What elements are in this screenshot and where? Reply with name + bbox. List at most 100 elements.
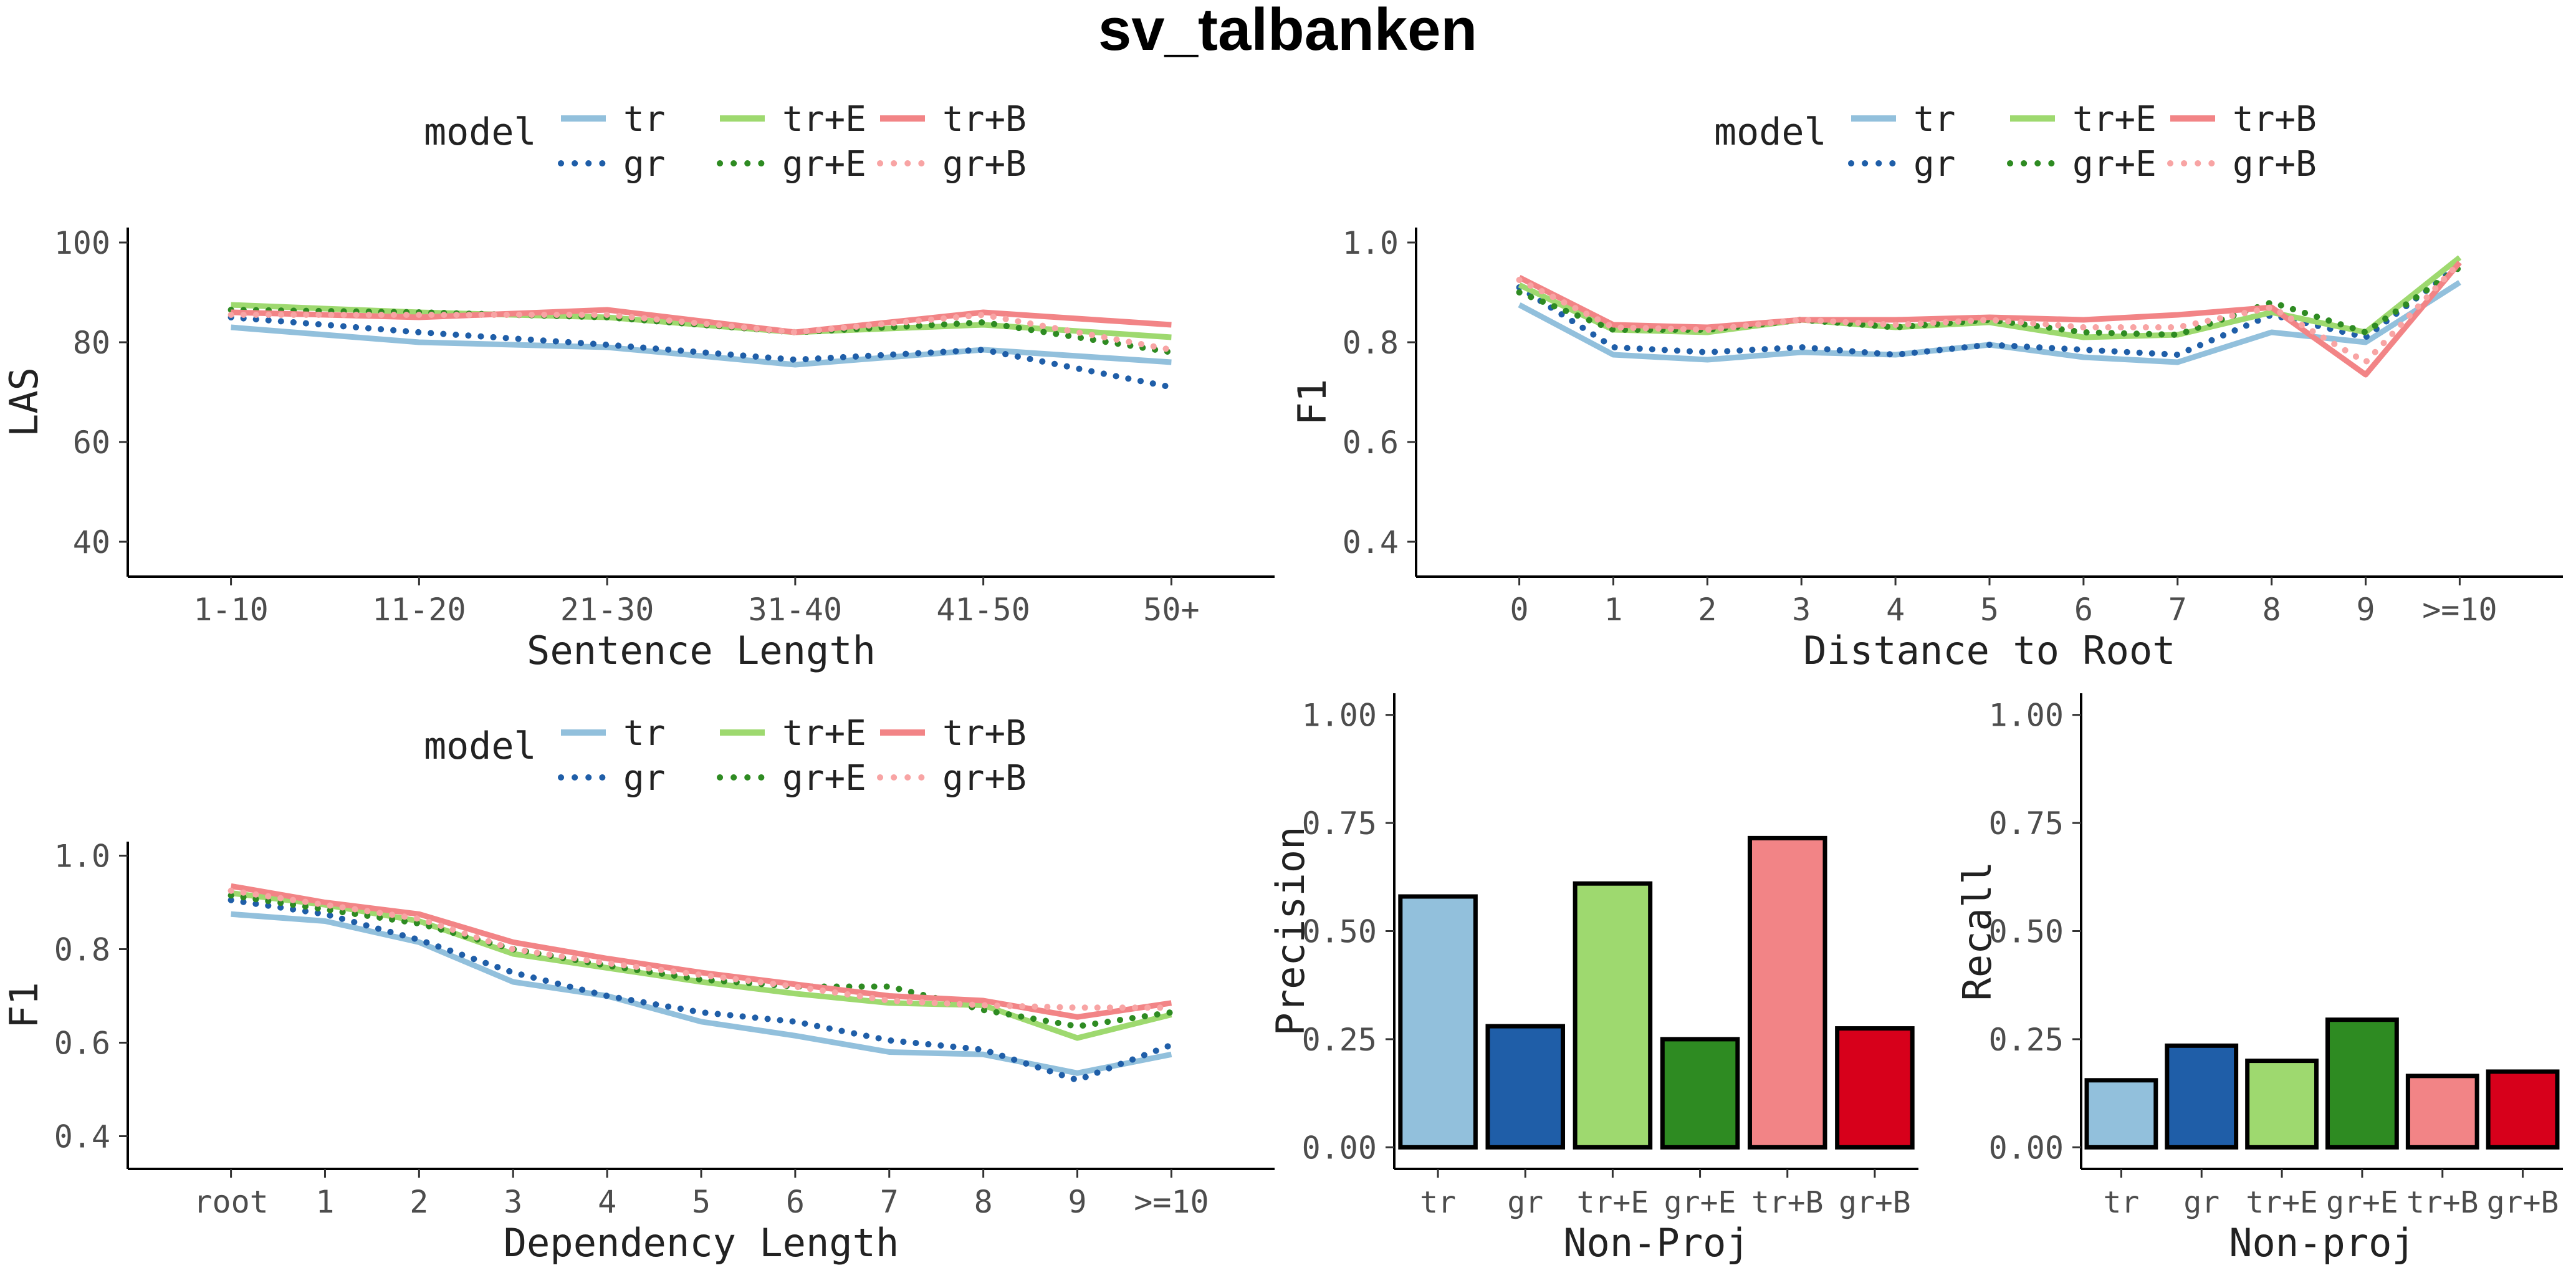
legend-label-gr-b: gr+B [2233, 144, 2317, 185]
x-tick-label: gr+E [2326, 1185, 2398, 1220]
x-tick-label: 8 [974, 1184, 993, 1220]
legend-title: model [1714, 110, 1827, 154]
panel-distance-to-root: model tr tr+E tr+Bgr gr+E gr+B 0.40.60.81.00… [1290, 99, 2563, 673]
legend-label-gr-b: gr+B [942, 758, 1027, 799]
panel-nonproj-precision: 0.00 0.25 0.50 0.75 1.00 tr gr tr+E gr+E tr+B gr+B… [1268, 693, 1918, 1266]
x-tick-label: 11-20 [372, 592, 466, 628]
legend-label-gr-e: gr+E [782, 758, 866, 799]
legend-label-tr-b: tr+B [942, 713, 1027, 754]
x-axis-title: Distance to Root [1803, 628, 2175, 673]
x-tick-label: 9 [2356, 592, 2375, 628]
x-tick-label: gr+B [1839, 1185, 1911, 1220]
x-axis-title: Dependency Length [504, 1220, 899, 1266]
series-line-tr-b [1518, 261, 2462, 378]
legend-label-gr: gr [623, 144, 665, 185]
bar-tr-b [1747, 835, 1827, 1150]
y-tick-label: 0.00 [1302, 1130, 1377, 1166]
bar-gr-b [1835, 1026, 1915, 1150]
bar-gr-e [1660, 1037, 1740, 1150]
bar-chart-precision: 0.00 0.25 0.50 0.75 1.00 tr gr tr+E gr+E tr+B gr+B… [1268, 693, 1918, 1266]
legend-label-tr-b: tr+B [2233, 99, 2317, 140]
panel-nonproj-recall: 0.00 0.25 0.50 0.75 1.00 tr gr tr+E gr+E tr+B gr+B… [1955, 693, 2563, 1266]
x-tick-label: 7 [880, 1184, 899, 1220]
x-tick-label: 50+ [1143, 592, 1199, 628]
x-tick-label: 9 [1068, 1184, 1086, 1220]
legend-label-tr: tr [623, 713, 665, 754]
bar-tr-e [1573, 881, 1653, 1150]
series-line-gr-b [227, 887, 1175, 1011]
x-tick-label: tr+E [1577, 1185, 1649, 1220]
legend-title: model [424, 110, 537, 154]
x-axis-title: Non-proj [2229, 1220, 2415, 1266]
x-tick-label: 1-10 [193, 592, 268, 628]
y-tick-label: 0.4 [54, 1119, 110, 1155]
y-tick-label: 0.75 [1302, 805, 1377, 842]
x-tick-label: 0 [1510, 592, 1529, 628]
legend-distance-to-root: model tr tr+E tr+B gr gr+E gr+B [1714, 99, 2317, 185]
series-line-tr-e [231, 890, 1172, 1041]
x-tick-label: 4 [1886, 592, 1905, 628]
bar-tr-b [2405, 1074, 2479, 1150]
legend-label-tr-e: tr+E [782, 99, 866, 140]
legend-label-tr: tr [1913, 99, 1955, 140]
legend-dependency-length: model tr tr+E tr+B gr gr+E gr+B [424, 713, 1027, 799]
y-tick-label: 100 [54, 225, 110, 261]
series-line-tr [231, 324, 1172, 368]
series-line-tr-b [231, 307, 1172, 335]
series-line-gr-e [227, 892, 1175, 1030]
x-tick-label: 4 [598, 1184, 616, 1220]
y-tick-label: 1.00 [1302, 698, 1377, 734]
bar-gr-e [2325, 1017, 2399, 1150]
x-tick-label: 1 [1604, 592, 1622, 628]
x-tick-label: root [193, 1184, 268, 1220]
legend-label-gr: gr [1913, 144, 1955, 185]
line-chart-sentence-length: 40 60 80 100 1-10 11-20 21-30 31-40 41-50 50+ Sent… [1, 225, 1275, 673]
y-tick-label: 1.00 [1989, 698, 2064, 734]
x-tick-label: 6 [786, 1184, 805, 1220]
y-tick-label: 0.00 [1989, 1130, 2064, 1166]
y-tick-label: 0.50 [1989, 914, 2064, 950]
bar-tr-e [2245, 1059, 2319, 1150]
legend-label-tr: tr [623, 99, 665, 140]
y-tick-label: 0.75 [1989, 805, 2064, 842]
y-tick-label: 0.4 [1343, 524, 1399, 560]
bar-tr [1398, 894, 1478, 1150]
x-tick-label: gr+B [2487, 1185, 2559, 1220]
series-line-tr-b [230, 883, 1172, 1020]
panel-sentence-length: model tr tr+E tr+B gr gr+E gr+B 40 60 80 100 1-10… [1, 99, 1275, 673]
legend-label-gr-e: gr+E [2072, 144, 2157, 185]
panel-dependency-length: model tr tr+E tr+B gr gr+E gr+B 0.4 0.6 0.8 1.0 r… [1, 713, 1275, 1266]
y-tick-label: 1.0 [54, 839, 110, 875]
x-tick-label: 6 [2074, 592, 2093, 628]
legend-label-tr-e: tr+E [782, 713, 866, 754]
legend-sentence-length: model tr tr+E tr+B gr gr+E gr+B [424, 99, 1027, 185]
bar-gr-b [2486, 1069, 2560, 1150]
y-tick-label: 40 [73, 524, 110, 560]
x-tick-label: 21-30 [560, 592, 654, 628]
legend-label-gr: gr [623, 758, 665, 799]
legend-label-tr-e: tr+E [2072, 99, 2157, 140]
x-tick-label: 5 [1980, 592, 1999, 628]
y-axis-title: Precision [1268, 827, 1313, 1036]
bar-tr [2084, 1078, 2158, 1150]
x-tick-label: >=10 [1134, 1184, 1209, 1220]
y-axis-title: F1 [1290, 379, 1335, 426]
x-tick-label: 1 [315, 1184, 334, 1220]
series-line-gr-b [1516, 259, 2463, 365]
x-tick-label: tr [1420, 1185, 1456, 1220]
x-tick-label: 2 [1698, 592, 1717, 628]
x-tick-label: 5 [692, 1184, 711, 1220]
x-axis-title: Sentence Length [527, 628, 876, 673]
x-tick-label: 31-40 [749, 592, 843, 628]
y-tick-label: 1.0 [1343, 225, 1399, 261]
x-tick-label: gr [2183, 1185, 2219, 1220]
figure-title: sv_talbanken [1098, 0, 1477, 63]
x-tick-label: 3 [504, 1184, 522, 1220]
y-tick-label: 0.8 [1343, 325, 1399, 361]
y-tick-label: 0.25 [1989, 1022, 2064, 1058]
x-tick-label: gr+E [1664, 1185, 1736, 1220]
x-tick-label: tr [2104, 1185, 2140, 1220]
line-chart-dependency-length: 0.4 0.6 0.8 1.0 root 1 2 3 4 5 6 7 8 9 >=10 Dependency … [1, 839, 1275, 1266]
x-tick-label: gr [1507, 1185, 1543, 1220]
x-tick-label: 3 [1792, 592, 1811, 628]
